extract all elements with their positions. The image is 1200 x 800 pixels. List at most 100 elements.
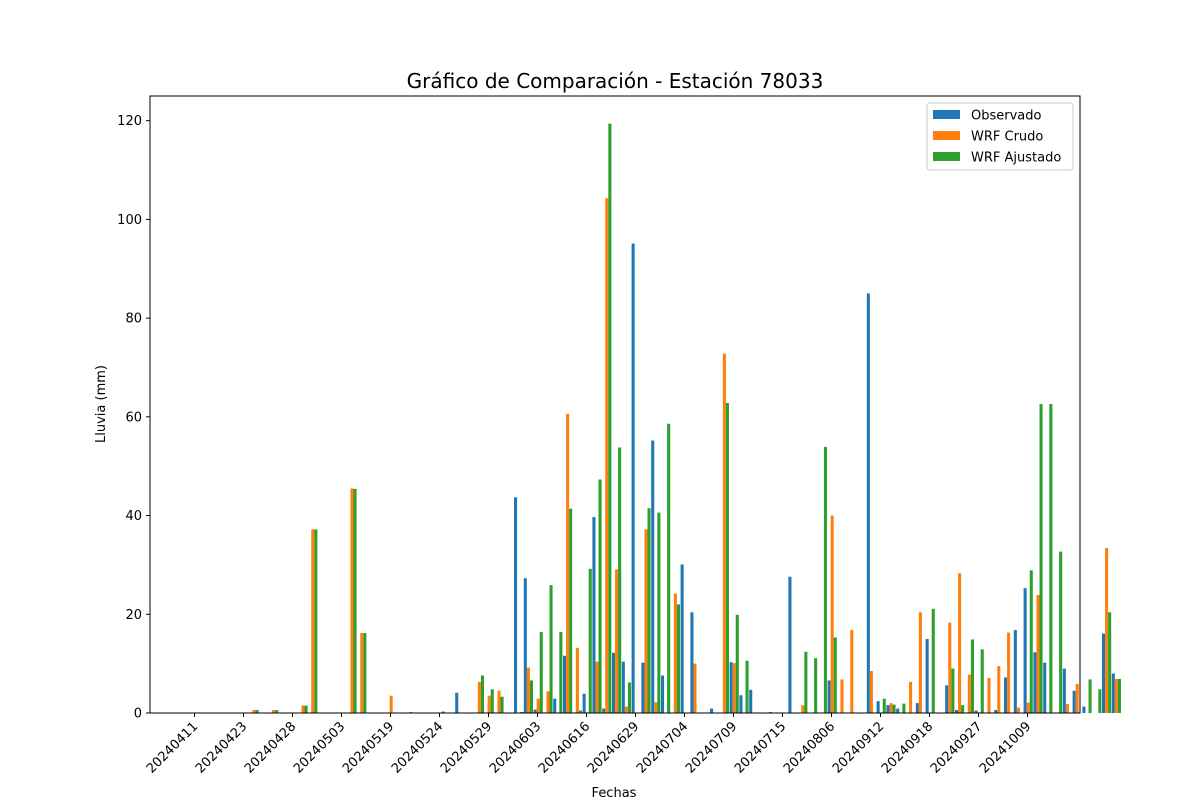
bar-2-66 (830, 515, 834, 713)
legend-swatch (933, 131, 960, 140)
legend-swatch (933, 110, 960, 119)
bar-2-63 (801, 705, 805, 713)
bar-1-79 (955, 710, 959, 713)
bar-2-75 (918, 612, 922, 713)
bar-2-13 (311, 529, 315, 713)
y-axis-label: Lluvia (mm) (94, 365, 109, 443)
bar-2-30 (477, 681, 481, 713)
bar-1-88 (1043, 662, 1047, 713)
x-tick-label: 20240918 (879, 719, 936, 776)
x-tick-label: 20240806 (781, 719, 838, 776)
bar-1-46 (631, 243, 635, 713)
bar-3-57 (745, 660, 749, 713)
bar-2-79 (958, 573, 962, 713)
bar-2-74 (909, 681, 913, 713)
bar-1-48 (651, 440, 655, 713)
bar-2-42 (595, 661, 599, 713)
bar-3-43 (608, 123, 612, 713)
bar-3-17 (353, 488, 357, 713)
legend-box (926, 102, 1074, 171)
bar-1-81 (974, 710, 978, 713)
bar-1-78 (945, 685, 949, 713)
bar-3-89 (1059, 551, 1063, 713)
y-tick-label: 20 (125, 608, 142, 623)
bar-3-18 (363, 633, 367, 713)
bar-3-81 (980, 649, 984, 713)
bar-3-42 (598, 479, 602, 713)
bar-2-95 (1114, 678, 1118, 713)
bar-3-35 (529, 680, 533, 713)
bar-2-43 (605, 198, 609, 713)
bar-1-49 (661, 675, 665, 713)
bar-3-87 (1039, 404, 1043, 713)
bar-2-83 (997, 666, 1001, 713)
bar-3-72 (892, 704, 896, 713)
bar-1-41 (582, 693, 586, 713)
bar-3-94 (1108, 612, 1112, 713)
bar-2-94 (1105, 548, 1109, 713)
bar-3-73 (902, 703, 906, 713)
bar-2-32 (497, 690, 501, 713)
bar-1-45 (621, 661, 625, 713)
x-tick-label: 20240709 (683, 719, 740, 776)
legend-label: WRF Crudo (971, 130, 1043, 145)
bar-2-86 (1026, 702, 1030, 713)
bar-1-73 (896, 708, 900, 713)
bar-2-82 (987, 677, 991, 713)
bars-group (232, 123, 1121, 713)
y-tick-label: 120 (117, 114, 142, 129)
bar-2-91 (1075, 683, 1079, 713)
bar-2-47 (644, 529, 648, 713)
bar-1-47 (641, 662, 645, 713)
bar-3-63 (804, 651, 808, 713)
bar-2-40 (575, 647, 579, 713)
bar-1-85 (1013, 630, 1017, 713)
bar-2-45 (624, 706, 628, 713)
legend-label: Observado (971, 109, 1042, 124)
bar-1-34 (514, 497, 518, 713)
bar-1-44 (612, 652, 616, 713)
bar-1-84 (1004, 677, 1008, 713)
bar-3-40 (578, 710, 582, 713)
bar-1-71 (876, 701, 880, 713)
bar-1-54 (710, 708, 714, 713)
bar-2-12 (301, 705, 305, 713)
bar-1-66 (827, 680, 831, 713)
bar-1-70 (866, 293, 870, 713)
bar-3-31 (490, 689, 494, 713)
bar-2-36 (536, 698, 540, 713)
bar-1-83 (994, 710, 998, 713)
bar-1-39 (563, 655, 567, 713)
bar-3-64 (814, 658, 818, 713)
bar-2-37 (546, 691, 550, 713)
x-tick-label: 20240927 (928, 719, 985, 776)
bar-2-90 (1065, 704, 1069, 713)
bar-3-86 (1029, 570, 1033, 713)
bar-3-9 (275, 710, 279, 713)
bar-1-72 (886, 705, 890, 713)
bar-2-87 (1036, 595, 1040, 713)
bar-1-58 (749, 689, 753, 713)
bar-1-35 (523, 578, 527, 713)
bar-2-52 (693, 663, 697, 713)
bar-3-76 (931, 608, 935, 713)
bar-3-56 (735, 614, 739, 713)
y-tick-label: 60 (125, 410, 142, 425)
x-tick-label: 20240411 (144, 719, 201, 776)
bar-3-12 (304, 705, 308, 713)
x-tick-label: 20240524 (389, 719, 446, 776)
bar-2-50 (673, 593, 677, 713)
bar-3-37 (549, 585, 553, 713)
bar-3-92 (1088, 679, 1092, 713)
legend-swatch (933, 152, 960, 161)
bar-1-36 (533, 709, 537, 713)
bar-2-48 (654, 702, 658, 713)
x-ticks: 2024041120240423202404282024050320240519… (144, 713, 1034, 777)
bar-3-38 (559, 632, 563, 713)
bar-1-94 (1102, 633, 1106, 713)
bar-3-7 (255, 710, 259, 713)
bar-2-18 (360, 633, 364, 713)
bar-3-30 (480, 675, 484, 713)
chart-title: Gráfico de Comparación - Estación 78033 (407, 69, 824, 93)
